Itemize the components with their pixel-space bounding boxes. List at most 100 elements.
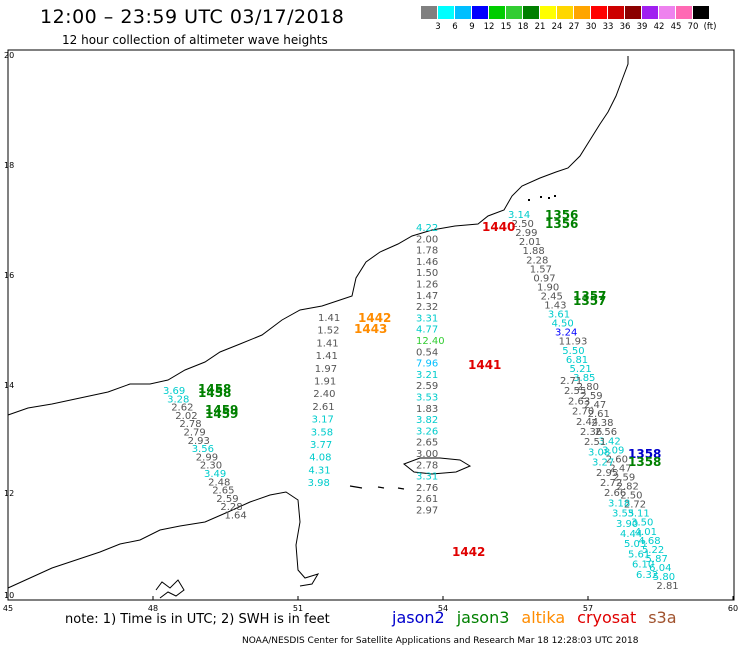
wave-height-label: 3.21: [416, 370, 438, 381]
legend-label: 15: [500, 22, 512, 32]
legend-labels: 3 6 9 12 15 18 21 24 27 30 33 36 39 42 45 70 (ft): [421, 22, 740, 34]
wave-height-label: 3.58: [311, 427, 333, 438]
satellite-name: s3a: [648, 608, 677, 627]
wave-height-label: 7.96: [416, 359, 438, 370]
legend-swatch: [659, 6, 676, 19]
wave-height-label: 2.55: [564, 386, 586, 397]
y-tick-label: 20: [4, 51, 14, 60]
y-tick-label: 14: [4, 381, 14, 390]
wave-height-label: 2.47: [584, 400, 606, 411]
legend-swatch: [472, 6, 489, 19]
wave-height-label: 0.97: [533, 273, 555, 284]
x-tick-label: 60: [728, 604, 738, 613]
credit-line: NOAA/NESDIS Center for Satellite Applica…: [242, 636, 639, 646]
legend-label: 27: [568, 22, 580, 32]
wave-height-label: 1.26: [416, 280, 438, 291]
wave-height-label: 2.81: [656, 581, 678, 592]
wave-height-label: 2.28: [220, 502, 242, 513]
wave-height-label: 2.44: [576, 417, 598, 428]
wave-height-label: 5.61: [628, 549, 650, 560]
legend-swatch: [693, 6, 710, 19]
wave-height-label: 2.93: [188, 436, 210, 447]
legend-swatch: [438, 6, 455, 19]
wave-height-label: 1.88: [522, 246, 544, 257]
wave-height-label: 2.40: [313, 389, 335, 400]
wave-height-label: 2.78: [179, 419, 201, 430]
wave-height-label: 2.38: [591, 418, 613, 429]
legend-label: 3: [435, 22, 441, 32]
wave-height-label: 2.60: [606, 454, 628, 465]
axis-ticks: 45 48 51 54 57 60 20 18 16 14 12 10: [3, 51, 738, 613]
legend-swatch: [574, 6, 591, 19]
legend-swatch: [608, 6, 625, 19]
wave-height-label: 3.77: [310, 440, 332, 451]
wave-height-label: 5.22: [642, 545, 664, 556]
wave-height-label: 2.99: [196, 452, 218, 463]
wave-height-label: 2.82: [617, 482, 639, 493]
wave-height-label: 3.56: [192, 444, 214, 455]
wave-height-label: 5.80: [653, 572, 675, 583]
pass-time-label: 1458: [198, 386, 231, 400]
wave-height-label: 12.40: [416, 336, 445, 347]
wave-height-label: 2.59: [216, 494, 238, 505]
wave-height-label: 3.17: [312, 415, 334, 426]
wave-height-label: 1.43: [544, 301, 566, 312]
wave-height-label: 2.50: [620, 491, 642, 502]
footer-note: note: 1) Time is in UTC; 2) SWH is in fe…: [65, 612, 330, 627]
y-tick-label: 10: [4, 591, 14, 600]
wave-height-label: 3.85: [573, 373, 595, 384]
coastline-south: [7, 491, 320, 589]
wave-height-label: 5.87: [646, 554, 668, 565]
legend-swatch: [642, 6, 659, 19]
wave-height-label: 3.18: [608, 498, 630, 509]
kuria-islands: [528, 195, 556, 201]
wave-height-label: 3.61: [548, 310, 570, 321]
wave-height-label: 2.66: [604, 488, 626, 499]
wave-height-label: 3.11: [627, 509, 649, 520]
wave-height-label: 2.30: [200, 461, 222, 472]
legend-label: 18: [517, 22, 529, 32]
map-subtitle: 12 hour collection of altimeter wave hei…: [62, 33, 328, 47]
wave-height-label: 2.61: [416, 494, 438, 505]
wave-height-label: 2.63: [568, 396, 590, 407]
wave-height-label: 2.80: [577, 382, 599, 393]
wave-height-label: 6.10: [632, 560, 654, 571]
wave-height-label: 3.09: [602, 445, 624, 456]
wave-height-label: 1.50: [416, 268, 438, 279]
pass-time-label: 1357: [573, 294, 606, 308]
satellite-name: altika: [521, 608, 566, 627]
map-title: 12:00 – 23:59 UTC 03/17/2018: [40, 6, 345, 28]
wave-height-label: 2.59: [613, 472, 635, 483]
wave-height-label: 2.36: [580, 427, 602, 438]
satellite-legend: jason2 jason3 altika cryosat s3a: [392, 608, 689, 627]
wave-height-label: 2.95: [596, 468, 618, 479]
wave-height-label: 3.31: [416, 472, 438, 483]
legend-label: 9: [469, 22, 475, 32]
legend-swatch: [625, 6, 642, 19]
pass-time-label: 1356: [545, 208, 578, 222]
satellite-name: cryosat: [577, 608, 637, 627]
wave-height-label: 3.26: [416, 426, 438, 437]
legend-label: 39: [636, 22, 648, 32]
wave-height-label: 2.79: [184, 428, 206, 439]
wave-height-label: 2.99: [515, 228, 537, 239]
wave-height-label: 1.47: [416, 291, 438, 302]
pass-time-label: 1442: [452, 545, 485, 559]
wave-height-label: 1.57: [530, 264, 552, 275]
pass-time-label: 1356: [545, 217, 578, 231]
wave-height-label: 3.49: [204, 469, 226, 480]
wave-height-label: 3.50: [631, 518, 653, 529]
wave-height-label: 2.62: [171, 403, 193, 414]
x-tick-label: 57: [583, 604, 593, 613]
wave-height-label: 3.69: [163, 386, 185, 397]
wave-height-label: 2.45: [541, 291, 563, 302]
wave-height-label: 2.97: [416, 506, 438, 517]
wave-height-label: 2.70: [572, 407, 594, 418]
legend-swatch: [540, 6, 557, 19]
wave-height-label: 1.41: [316, 338, 338, 349]
wave-height-label: 5.03: [624, 539, 646, 550]
wave-height-label: 2.02: [175, 411, 197, 422]
pass-time-label: 1458: [198, 382, 231, 396]
wave-height-label: 3.55: [612, 509, 634, 520]
